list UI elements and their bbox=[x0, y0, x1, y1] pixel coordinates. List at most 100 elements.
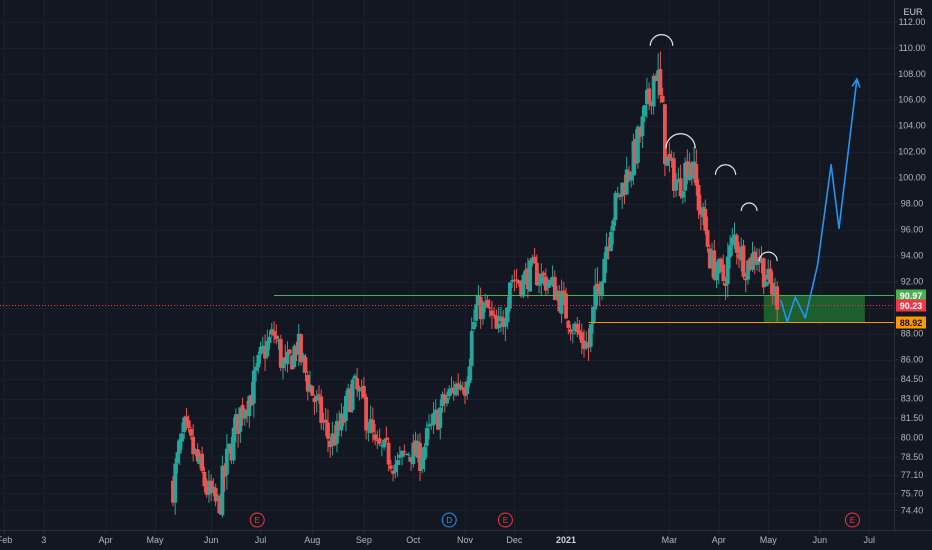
candle-body bbox=[537, 281, 542, 286]
currency-label[interactable]: EUR bbox=[903, 7, 923, 17]
candle-body bbox=[712, 250, 717, 280]
candle-body bbox=[548, 279, 553, 286]
candle-body bbox=[615, 192, 620, 195]
candle-body bbox=[662, 104, 667, 165]
candle-body bbox=[487, 307, 492, 309]
earnings-event-icon[interactable] bbox=[249, 512, 265, 528]
candle-body bbox=[206, 480, 211, 495]
candle-body bbox=[613, 193, 618, 221]
price-tick-label: 108.00 bbox=[898, 69, 926, 79]
candle-body bbox=[651, 75, 656, 107]
candle-body bbox=[566, 320, 571, 328]
candle-body bbox=[647, 88, 652, 102]
candle-body bbox=[746, 260, 750, 280]
candle-body bbox=[409, 456, 413, 462]
projection-path[interactable] bbox=[779, 78, 858, 323]
candle-body bbox=[211, 487, 216, 494]
candle-body bbox=[669, 157, 674, 160]
price-label-box bbox=[896, 289, 926, 302]
candle-body bbox=[451, 387, 456, 394]
candle-body bbox=[337, 421, 342, 430]
candle-body bbox=[454, 384, 458, 396]
candle-body bbox=[310, 385, 315, 396]
candle-body bbox=[499, 316, 503, 322]
candle-body bbox=[645, 89, 649, 105]
candle-body bbox=[629, 173, 634, 181]
candle-body bbox=[516, 280, 521, 284]
candle-body bbox=[620, 182, 625, 197]
price-tick-label: 110.00 bbox=[899, 43, 926, 53]
candle-body bbox=[705, 230, 710, 247]
candle-body bbox=[490, 310, 494, 316]
candle-body bbox=[317, 394, 321, 396]
candle-body bbox=[258, 346, 263, 355]
projection-arrowhead bbox=[851, 77, 861, 88]
time-axis[interactable]: Feb 3 Apr May Jun Jul Aug Sep Oct Nov Dec 2021 Mar Ap… bbox=[0, 530, 875, 545]
candle-body bbox=[579, 332, 584, 343]
earnings-event-icon[interactable] bbox=[844, 512, 860, 528]
candle-body bbox=[591, 307, 595, 324]
candle-body bbox=[766, 268, 771, 280]
arc-top-annotation[interactable] bbox=[740, 202, 758, 211]
candle-body bbox=[707, 248, 712, 269]
earnings-event-icon[interactable] bbox=[497, 512, 513, 528]
drawing-annotations[interactable] bbox=[649, 34, 861, 323]
demand-zone-rect[interactable] bbox=[763, 295, 865, 322]
arc-top-annotation[interactable] bbox=[758, 251, 778, 262]
dividend-event-icon[interactable] bbox=[441, 512, 457, 528]
candle-body bbox=[624, 169, 629, 195]
price-tick-label: 100.00 bbox=[898, 173, 926, 183]
candle-body bbox=[555, 291, 559, 299]
candle-body bbox=[224, 448, 229, 475]
candle-body bbox=[180, 433, 184, 442]
candle-body bbox=[750, 253, 755, 270]
candle-body bbox=[552, 276, 557, 300]
candle-body bbox=[339, 413, 344, 431]
candle-body bbox=[573, 323, 577, 331]
candle-body bbox=[171, 480, 175, 503]
candle-body bbox=[494, 315, 499, 329]
candle-body bbox=[193, 449, 198, 453]
candle-body bbox=[323, 419, 328, 423]
candle-body bbox=[570, 332, 575, 334]
candle-body bbox=[290, 355, 294, 370]
candle-body bbox=[424, 428, 429, 446]
candle-body bbox=[528, 260, 533, 292]
arc-top-annotation[interactable] bbox=[665, 133, 696, 149]
candle-body bbox=[683, 163, 688, 191]
horizontal-levels[interactable] bbox=[0, 295, 894, 323]
candle-body bbox=[618, 194, 622, 198]
price-tick-label: 106.00 bbox=[898, 95, 926, 105]
candle-body bbox=[222, 465, 227, 477]
candle-body bbox=[541, 272, 546, 276]
candle-body bbox=[689, 162, 694, 177]
price-tick-label: 92.00 bbox=[901, 277, 924, 287]
candle-body bbox=[469, 330, 474, 367]
candle-body bbox=[602, 258, 607, 283]
arc-top-annotation[interactable] bbox=[714, 164, 737, 175]
candle-body bbox=[442, 394, 447, 403]
candle-body bbox=[213, 487, 218, 502]
candle-body bbox=[649, 101, 654, 106]
candle-body bbox=[370, 419, 375, 433]
candle-body bbox=[427, 424, 431, 427]
candle-body bbox=[305, 374, 310, 392]
candle-body bbox=[283, 356, 288, 362]
candle-body bbox=[195, 449, 200, 462]
arc-top-annotation[interactable] bbox=[649, 34, 674, 46]
candle-body bbox=[173, 463, 178, 503]
candle-body bbox=[775, 286, 780, 310]
candle-body bbox=[177, 439, 182, 454]
candle-body bbox=[352, 375, 357, 379]
candle-body bbox=[422, 446, 427, 460]
candle-body bbox=[247, 396, 252, 417]
time-tick-label: 3 bbox=[41, 535, 46, 545]
candle-body bbox=[481, 303, 485, 319]
candle-body bbox=[308, 384, 312, 392]
candlestick-series bbox=[171, 51, 780, 518]
candle-body bbox=[600, 281, 604, 296]
candle-body bbox=[411, 442, 416, 465]
price-label-box bbox=[896, 316, 926, 329]
